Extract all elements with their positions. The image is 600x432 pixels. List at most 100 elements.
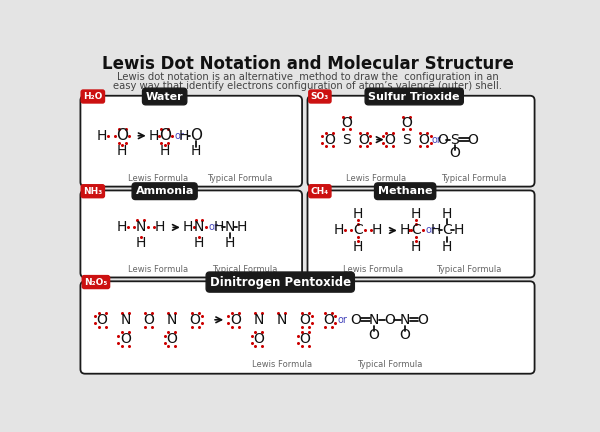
Text: Dinitrogen Pentoxide: Dinitrogen Pentoxide (209, 276, 351, 289)
Text: easy way that identify electrons configuration of atom’s valence (outer) shell.: easy way that identify electrons configu… (113, 81, 502, 91)
Text: N: N (225, 220, 235, 235)
Text: Lewis Dot Notation and Molecular Structure: Lewis Dot Notation and Molecular Structu… (101, 55, 514, 73)
Text: O: O (400, 328, 410, 342)
Text: Typical Formula: Typical Formula (212, 265, 277, 274)
Text: H: H (353, 206, 363, 221)
Text: CH₄: CH₄ (311, 187, 329, 196)
Text: NH₃: NH₃ (83, 187, 103, 196)
Text: O: O (418, 313, 428, 327)
Text: C: C (442, 223, 452, 238)
FancyBboxPatch shape (308, 96, 535, 187)
Text: H: H (160, 144, 170, 158)
Text: H: H (411, 206, 421, 221)
Text: or: or (431, 135, 441, 145)
Text: Lewis Formula: Lewis Formula (252, 360, 312, 369)
Text: O: O (143, 313, 154, 327)
Text: O: O (384, 313, 395, 327)
Text: Ammonia: Ammonia (136, 186, 194, 196)
Text: O: O (190, 313, 200, 327)
Text: SO₃: SO₃ (311, 92, 329, 101)
Text: O: O (401, 116, 412, 130)
Text: N: N (369, 313, 379, 327)
Text: S: S (451, 133, 459, 146)
Text: H: H (117, 144, 127, 158)
Text: O: O (120, 332, 131, 346)
Text: H: H (149, 129, 159, 143)
Text: H: H (430, 223, 440, 238)
Text: O: O (369, 328, 380, 342)
Text: H: H (194, 236, 204, 250)
Text: S: S (342, 133, 350, 146)
Text: O: O (324, 133, 335, 146)
Text: N: N (194, 220, 204, 235)
Text: H: H (353, 241, 363, 254)
Text: O: O (341, 116, 352, 130)
Text: N: N (277, 313, 287, 327)
Text: or: or (175, 131, 185, 141)
Text: O: O (190, 128, 202, 143)
Text: H: H (454, 223, 464, 238)
Text: O: O (384, 133, 395, 146)
Text: H: H (411, 241, 421, 254)
Text: Lewis Formula: Lewis Formula (343, 265, 403, 274)
Text: C: C (353, 223, 363, 238)
Text: H: H (225, 236, 235, 250)
Text: Water: Water (146, 92, 184, 102)
Text: O: O (323, 313, 334, 327)
Text: or: or (337, 315, 347, 325)
Text: N: N (167, 313, 177, 327)
Text: H: H (400, 223, 410, 238)
Text: O: O (350, 313, 361, 327)
Text: N₂O₅: N₂O₅ (84, 278, 107, 286)
Text: O: O (449, 146, 460, 160)
Text: O: O (230, 313, 241, 327)
Text: H: H (371, 223, 382, 238)
Text: H: H (191, 144, 201, 158)
Text: O: O (159, 128, 171, 143)
Text: H: H (442, 206, 452, 221)
Text: O: O (358, 133, 369, 146)
FancyBboxPatch shape (80, 191, 302, 277)
Text: Typical Formula: Typical Formula (208, 175, 273, 184)
Text: Typical Formula: Typical Formula (440, 175, 506, 184)
Text: Sulfur Trioxide: Sulfur Trioxide (368, 92, 460, 102)
Text: H: H (178, 129, 188, 143)
Text: Lewis Formula: Lewis Formula (128, 265, 188, 274)
Text: Methane: Methane (378, 186, 433, 196)
Text: H: H (213, 220, 224, 235)
Text: N: N (253, 313, 264, 327)
Text: C: C (411, 223, 421, 238)
FancyBboxPatch shape (80, 281, 535, 374)
Text: O: O (300, 332, 311, 346)
Text: O: O (418, 133, 429, 146)
Text: N: N (400, 313, 410, 327)
Text: H: H (236, 220, 247, 235)
Text: H: H (334, 223, 344, 238)
Text: O: O (116, 128, 128, 143)
Text: O: O (300, 313, 311, 327)
Text: or: or (426, 226, 436, 235)
Text: Typical Formula: Typical Formula (357, 360, 422, 369)
FancyBboxPatch shape (80, 96, 302, 187)
Text: Typical Formula: Typical Formula (436, 265, 502, 274)
Text: H: H (97, 129, 107, 143)
Text: O: O (97, 313, 107, 327)
Text: N: N (120, 313, 131, 327)
Text: O: O (467, 133, 478, 146)
Text: H: H (183, 220, 193, 235)
Text: H₂O: H₂O (83, 92, 103, 101)
Text: Lewis Formula: Lewis Formula (346, 175, 406, 184)
Text: S: S (403, 133, 411, 146)
Text: H: H (117, 220, 127, 235)
Text: H: H (442, 241, 452, 254)
Text: N: N (136, 220, 146, 235)
Text: O: O (166, 332, 178, 346)
Text: or: or (208, 222, 218, 232)
Text: H: H (136, 236, 146, 250)
Text: O: O (437, 133, 448, 146)
Text: Lewis dot notation is an alternative  method to draw the  configuration in an: Lewis dot notation is an alternative met… (116, 72, 499, 82)
Text: H: H (154, 220, 164, 235)
FancyBboxPatch shape (308, 191, 535, 277)
Text: O: O (253, 332, 264, 346)
Text: Lewis Formula: Lewis Formula (128, 175, 188, 184)
